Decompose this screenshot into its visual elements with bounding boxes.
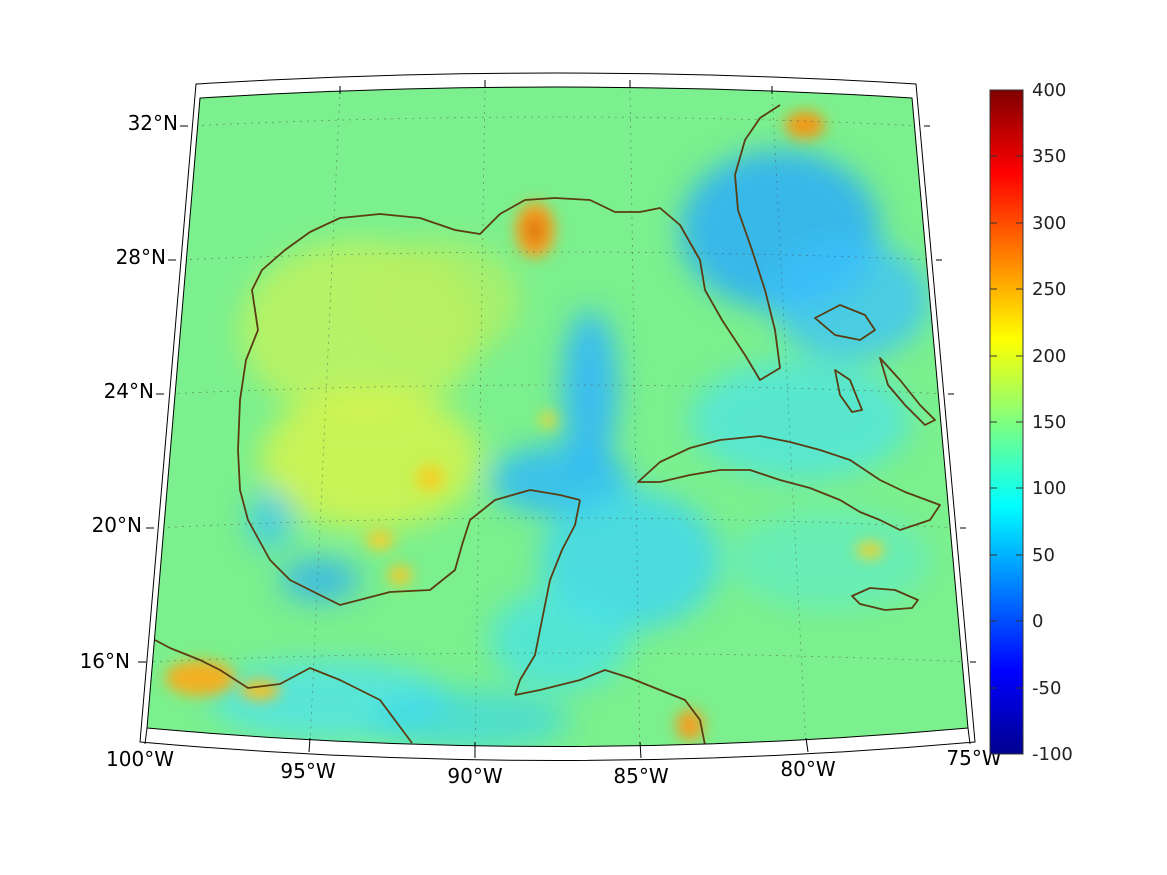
gulf-coast-line [154,639,413,744]
bahamas-coast [814,304,936,426]
colorbar-label-100: 100 [1032,478,1066,499]
cuba-coast [637,435,941,531]
central-america-coast [514,669,706,746]
colorbar-labels: 400 350 300 250 200 150 100 50 0 -50 -10… [1032,80,1073,765]
colorbar-label-neg50: -50 [1032,678,1061,699]
lon-label-100w: 100°W [106,747,174,771]
lon-label-95w: 95°W [280,759,335,783]
lon-label-90w: 90°W [447,764,502,788]
colorbar-label-150: 150 [1032,412,1066,433]
lon-label-85w: 85°W [613,764,668,788]
yucatan-coast [514,499,581,696]
colorbar-ticks [990,89,1023,755]
lat-label-28n: 28°N [116,245,166,269]
latitude-labels: 32°N 28°N 24°N 20°N 16°N [80,111,178,673]
lat-label-24n: 24°N [104,379,154,403]
coastlines [154,104,941,746]
colorbar-label-200: 200 [1032,346,1066,367]
colorbar-label-neg100: -100 [1032,744,1073,765]
colorbar-label-300: 300 [1032,213,1066,234]
lat-label-32n: 32°N [128,111,178,135]
lon-label-80w: 80°W [780,757,835,781]
colorbar: 400 350 300 250 200 150 100 50 0 -50 -10… [989,80,1073,765]
jamaica-coast [851,587,919,611]
colorbar-label-50: 50 [1032,545,1055,566]
mexico-gulf-coast [237,104,781,606]
lat-label-20n: 20°N [92,513,142,537]
colorbar-label-250: 250 [1032,279,1066,300]
graticule [147,87,968,747]
map-area: 32°N 28°N 24°N 20°N 16°N 100°W 95°W 90°W… [80,72,1002,788]
colorbar-label-0: 0 [1032,611,1043,632]
colorbar-label-350: 350 [1032,146,1066,167]
map-frame [146,86,969,747]
lat-label-16n: 16°N [80,649,130,673]
data-field [147,87,968,747]
longitude-labels: 100°W 95°W 90°W 85°W 80°W 75°W [106,746,1002,788]
colorbar-label-400: 400 [1032,80,1066,101]
axis-ticks [138,80,976,759]
